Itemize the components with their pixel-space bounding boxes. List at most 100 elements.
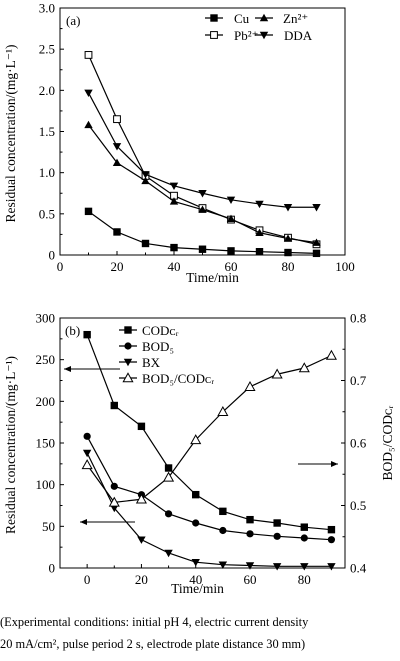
panel-label-a: (a): [66, 13, 80, 28]
data-point-b: [192, 490, 200, 499]
y-tick-label-a: 1.0: [39, 165, 55, 180]
panel-label-b: (b): [65, 323, 80, 338]
data-point-b: [83, 330, 91, 339]
y2-tick-label-b: 0.5: [350, 498, 366, 513]
series-line-a: [88, 124, 317, 244]
y-tick-label-a: 2.5: [39, 42, 55, 57]
data-point-b: [273, 519, 281, 527]
data-point-a: [141, 171, 150, 179]
x-tick-label-a: 0: [57, 259, 64, 274]
data-point-b: [135, 493, 147, 504]
data-point-a: [312, 249, 321, 258]
legend-label-a: DDA: [284, 28, 313, 43]
legend-label-a: Cu: [234, 11, 250, 26]
x-tick-label-b: 20: [135, 572, 148, 587]
data-point-b: [108, 496, 120, 507]
data-point-a: [84, 207, 93, 216]
y-axis-label-a: Residual concentration/(mg·L⁻¹): [3, 45, 18, 223]
legend-marker-b: [122, 372, 134, 383]
data-point-b: [164, 510, 173, 518]
y-tick-label-a: 0: [49, 248, 56, 263]
legend-label-b: BX: [142, 355, 161, 370]
data-point-a: [198, 245, 207, 253]
x-tick-label-a: 40: [168, 259, 181, 274]
data-point-b: [246, 515, 254, 524]
legend-marker-a: [210, 14, 218, 22]
legend-label-a: Pb²⁺: [234, 28, 259, 43]
y-tick-label-b: 150: [36, 436, 56, 451]
data-point-b: [218, 561, 228, 569]
data-point-b: [191, 558, 200, 567]
data-point-b: [272, 563, 282, 571]
y-tick-label-b: 100: [36, 477, 56, 492]
data-point-b: [164, 464, 173, 472]
caption-line-2: 20 mA/cm², pulse period 2 s, electrode p…: [0, 637, 306, 651]
data-point-b: [300, 534, 308, 542]
figure-caption: (Experimental conditions: initial pH 4, …: [0, 611, 400, 655]
data-point-a: [312, 238, 321, 246]
data-point-b: [327, 525, 336, 534]
x-tick-label-a: 20: [111, 259, 124, 274]
data-point-b: [137, 422, 146, 431]
data-point-a: [113, 228, 121, 236]
data-point-a: [198, 205, 207, 213]
x-axis-label-b: Time/min: [171, 581, 224, 596]
series-line-b: [86, 354, 332, 504]
data-point-a: [112, 158, 122, 166]
data-point-b: [81, 459, 93, 470]
data-point-b: [325, 349, 337, 360]
x-tick-label-a: 80: [282, 259, 295, 274]
legend-label-b: BOD₅/CODᴄᵣ: [142, 371, 214, 386]
series-line-b: [86, 334, 332, 531]
legend-label-b: CODᴄᵣ: [142, 323, 179, 338]
y-tick-label-b: 300: [36, 311, 56, 326]
data-point-a: [141, 176, 150, 185]
series-line-b: [86, 452, 332, 567]
chart-panel-b: 0 20 40 60 80 0 50 100 150 200 250 300 0.4 0.5 0.6 0.7 0…: [3, 311, 395, 597]
y2-tick-label-b: 0.8: [350, 311, 366, 326]
data-point-b: [110, 482, 118, 490]
data-point-b: [219, 507, 227, 516]
data-point-b: [246, 530, 254, 538]
chart-panel-a: 0 20 40 60 80 100 0 0.5 1.0 1.5 2.0 2.5 3.0 (a) Time/m…: [3, 1, 355, 286]
data-point-b: [163, 471, 175, 482]
legend-marker-a: [210, 31, 218, 39]
data-point-b: [327, 563, 336, 571]
plot-frame-a: [59, 7, 346, 256]
x-tick-label-a: 100: [335, 259, 355, 274]
legend-marker-a: [259, 13, 269, 22]
x-tick-label-a: 60: [225, 259, 238, 274]
data-point-b: [110, 504, 119, 513]
data-point-a: [255, 200, 264, 209]
data-point-b: [217, 406, 229, 416]
arrow-ratio-right-head: [331, 461, 338, 467]
y-tick-label-b: 250: [36, 352, 56, 367]
data-point-a: [226, 214, 236, 222]
y-axis-label-b: Residual concentration/(mg·L⁻¹): [3, 356, 18, 534]
data-point-b: [300, 523, 308, 531]
y2-tick-label-b: 0.4: [350, 561, 367, 576]
data-point-a: [284, 248, 292, 257]
data-point-a: [198, 190, 207, 198]
data-point-a: [84, 89, 93, 98]
data-point-a: [227, 247, 235, 255]
y-tick-label-b: 0: [49, 561, 56, 576]
data-point-a: [84, 51, 93, 59]
y-tick-label-a: 2.0: [39, 83, 55, 98]
legend-label-b: BOD₅: [142, 339, 174, 354]
y-tick-label-b: 200: [36, 394, 56, 409]
data-point-a: [226, 196, 236, 205]
data-point-b: [82, 449, 92, 458]
data-point-a: [112, 143, 122, 151]
data-point-b: [164, 549, 173, 558]
data-point-b: [83, 432, 91, 440]
data-point-a: [84, 120, 93, 129]
data-point-b: [137, 536, 146, 544]
legend-marker-a: [259, 31, 269, 40]
y2-axis-label-b: BOD₅/CODᴄᵣ: [380, 405, 395, 480]
data-point-a: [169, 197, 179, 205]
caption-line-1: (Experimental conditions: initial pH 4, …: [0, 615, 309, 629]
data-point-a: [283, 234, 293, 242]
legend-label-a: Zn²⁺: [283, 11, 308, 26]
